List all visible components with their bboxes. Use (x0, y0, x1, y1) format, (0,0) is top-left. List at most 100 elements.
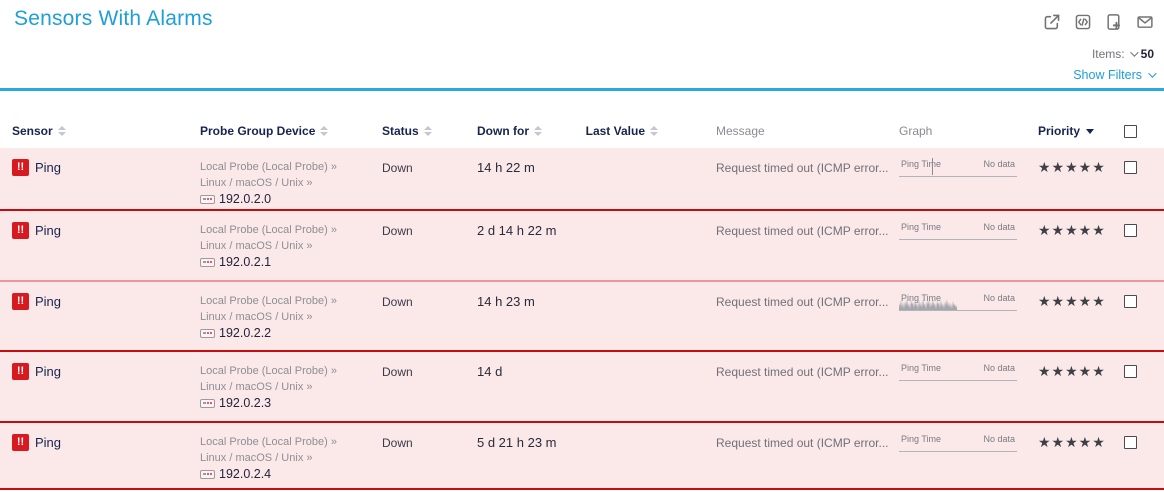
group-link[interactable]: Linux / macOS / Unix » (200, 177, 313, 189)
sensor-name: Ping (35, 160, 62, 175)
toolbar (1043, 13, 1154, 31)
items-label: Items: (1091, 47, 1125, 61)
device-icon (200, 194, 215, 204)
sensor-link[interactable]: !! Ping (12, 282, 194, 310)
last-value-text (564, 211, 658, 223)
show-filters-label: Show Filters (1073, 68, 1142, 82)
open-external-icon[interactable] (1043, 13, 1061, 31)
show-filters-toggle[interactable]: Show Filters (1073, 68, 1157, 82)
email-icon[interactable] (1136, 13, 1154, 31)
add-report-icon[interactable] (1105, 13, 1123, 31)
device-link[interactable]: 192.0.2.3 (200, 396, 378, 410)
column-header-sensor[interactable]: Sensor (12, 115, 194, 148)
graph-series-label: Ping Time (901, 222, 942, 232)
probe-link[interactable]: Local Probe (Local Probe) » (200, 224, 337, 236)
row-checkbox[interactable] (1124, 295, 1137, 308)
row-checkbox[interactable] (1124, 224, 1137, 237)
page-title: Sensors With Alarms (14, 7, 213, 30)
graph-series-label: Ping Time (901, 293, 942, 303)
select-all-checkbox[interactable] (1124, 125, 1137, 138)
graph-value-label: No data (983, 363, 1015, 373)
graph-series-label: Ping Time (901, 434, 942, 444)
table-row: !! Ping Local Probe (Local Probe) » Linu… (0, 423, 1164, 490)
message-text: Request timed out (ICMP error... (716, 224, 889, 238)
table-row: !! Ping Local Probe (Local Probe) » Linu… (0, 352, 1164, 423)
device-link[interactable]: 192.0.2.1 (200, 255, 378, 269)
down-for-text: 14 h 23 m (477, 294, 535, 309)
column-header-probe-group-device[interactable]: Probe Group Device (200, 115, 378, 148)
mini-graph[interactable]: Ping Time No data (899, 156, 1017, 177)
mini-graph[interactable]: Ping Time No data (899, 290, 1017, 311)
row-checkbox[interactable] (1124, 365, 1137, 378)
table-row: !! Ping Local Probe (Local Probe) » Linu… (0, 148, 1164, 211)
items-count: 50 (1140, 47, 1154, 61)
priority-stars[interactable]: ★★★★★ (1038, 434, 1106, 450)
sort-icon (650, 125, 658, 136)
xml-export-icon[interactable] (1074, 13, 1092, 31)
header-divider (0, 88, 1164, 91)
sort-icon (534, 125, 542, 136)
column-header-priority[interactable]: Priority (1038, 115, 1118, 148)
alarm-icon: !! (12, 293, 29, 310)
row-checkbox[interactable] (1124, 436, 1137, 449)
last-value-text (564, 352, 658, 364)
probe-link[interactable]: Local Probe (Local Probe) » (200, 295, 337, 307)
sensor-name: Ping (35, 364, 62, 379)
message-text: Request timed out (ICMP error... (716, 365, 889, 379)
column-header-graph: Graph (899, 124, 933, 138)
sensor-link[interactable]: !! Ping (12, 352, 194, 380)
graph-value-label: No data (983, 222, 1015, 232)
graph-series-label: Ping Time (901, 363, 942, 373)
graph-series-label: Ping Time (901, 159, 942, 169)
priority-stars[interactable]: ★★★★★ (1038, 293, 1106, 309)
priority-stars[interactable]: ★★★★★ (1038, 363, 1106, 379)
status-text: Down (382, 365, 413, 379)
device-icon (200, 328, 215, 338)
message-text: Request timed out (ICMP error... (716, 295, 889, 309)
sensor-name: Ping (35, 294, 62, 309)
mini-graph[interactable]: Ping Time No data (899, 431, 1017, 452)
column-header-status[interactable]: Status (382, 115, 472, 148)
alarm-icon: !! (12, 222, 29, 239)
sensor-name: Ping (35, 435, 62, 450)
mini-graph[interactable]: Ping Time No data (899, 360, 1017, 381)
device-link[interactable]: 192.0.2.4 (200, 467, 378, 481)
column-header-last-value[interactable]: Last Value (564, 115, 658, 148)
sensor-link[interactable]: !! Ping (12, 211, 194, 239)
group-link[interactable]: Linux / macOS / Unix » (200, 311, 313, 323)
group-link[interactable]: Linux / macOS / Unix » (200, 452, 313, 464)
chevron-down-icon (1129, 48, 1139, 57)
device-link[interactable]: 192.0.2.0 (200, 192, 378, 206)
items-per-page-control[interactable]: Items: 50 (1092, 47, 1154, 61)
last-value-text (564, 282, 658, 294)
down-for-text: 14 d (477, 364, 503, 379)
message-text: Request timed out (ICMP error... (716, 436, 889, 450)
sensor-link[interactable]: !! Ping (12, 148, 194, 176)
device-link[interactable]: 192.0.2.2 (200, 326, 378, 340)
row-checkbox[interactable] (1124, 161, 1137, 174)
last-value-text (564, 148, 658, 160)
sort-descending-icon (1086, 129, 1095, 135)
priority-stars[interactable]: ★★★★★ (1038, 222, 1106, 238)
group-link[interactable]: Linux / macOS / Unix » (200, 240, 313, 252)
priority-stars[interactable]: ★★★★★ (1038, 159, 1106, 175)
graph-value-label: No data (983, 293, 1015, 303)
group-link[interactable]: Linux / macOS / Unix » (200, 381, 313, 393)
table-row: !! Ping Local Probe (Local Probe) » Linu… (0, 211, 1164, 282)
sort-icon (423, 125, 432, 136)
column-header-down-for[interactable]: Down for (477, 115, 605, 148)
mini-graph[interactable]: Ping Time No data (899, 219, 1017, 240)
probe-link[interactable]: Local Probe (Local Probe) » (200, 161, 337, 173)
select-all-cell (1124, 115, 1140, 148)
last-value-text (564, 423, 658, 435)
down-for-text: 5 d 21 h 23 m (477, 435, 557, 450)
status-text: Down (382, 161, 413, 175)
alarm-icon: !! (12, 363, 29, 380)
sensor-link[interactable]: !! Ping (12, 423, 194, 451)
status-text: Down (382, 295, 413, 309)
probe-link[interactable]: Local Probe (Local Probe) » (200, 365, 337, 377)
probe-link[interactable]: Local Probe (Local Probe) » (200, 436, 337, 448)
table-row: !! Ping Local Probe (Local Probe) » Linu… (0, 282, 1164, 352)
sort-icon (320, 125, 329, 136)
